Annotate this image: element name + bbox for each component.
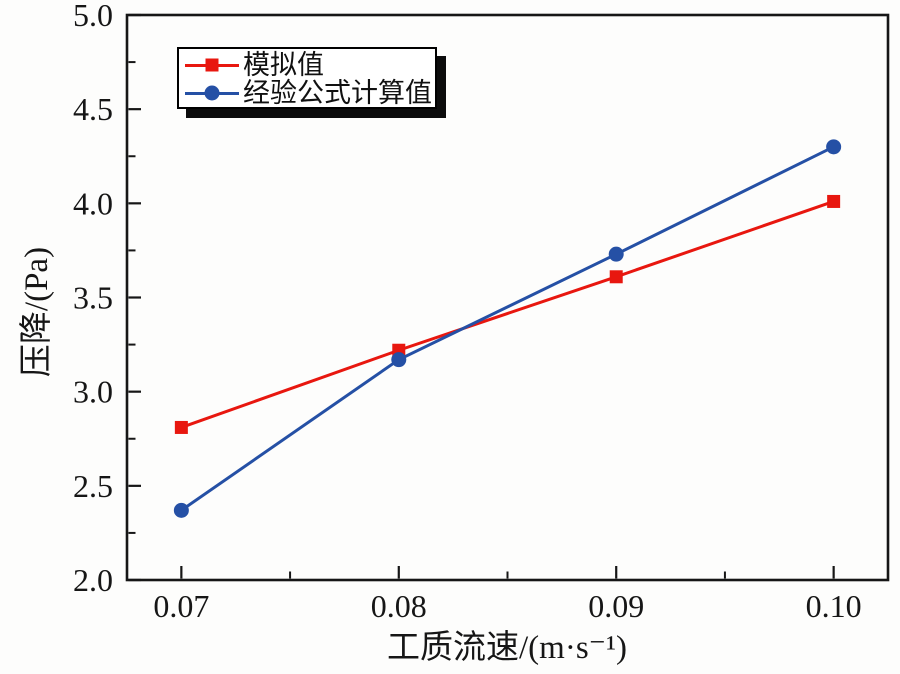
data-point-circle <box>173 502 189 518</box>
x-axis-title: 工质流速/(m·s⁻¹) <box>387 630 627 666</box>
x-tick-label: 0.10 <box>806 588 862 624</box>
data-point-circle <box>826 139 842 155</box>
plot-frame <box>125 13 890 582</box>
data-point-circle <box>608 246 624 262</box>
red-line-sample <box>185 58 239 72</box>
blue-circle-marker-icon <box>204 85 220 101</box>
legend-item-empirical: 经验公式计算值 <box>185 79 435 107</box>
y-tick-label: 2.0 <box>73 562 113 598</box>
data-point-square <box>609 270 623 284</box>
legend-item-simulated: 模拟值 <box>185 51 435 79</box>
y-tick-label: 3.0 <box>73 374 113 410</box>
x-tick-label: 0.07 <box>153 588 209 624</box>
y-tick-label: 4.0 <box>73 185 113 221</box>
x-tick-label: 0.09 <box>588 588 644 624</box>
series-line-1 <box>180 145 835 512</box>
y-tick-label: 5.0 <box>73 0 113 33</box>
x-tick-label: 0.08 <box>371 588 427 624</box>
blue-line-sample <box>185 85 239 101</box>
series-line-0 <box>180 200 835 429</box>
y-tick-label: 2.5 <box>73 468 113 504</box>
legend: 模拟值 经验公式计算值 <box>177 47 437 109</box>
y-axis-title: 压降/(Pa) <box>19 246 55 378</box>
legend-label-simulated: 模拟值 <box>243 49 324 80</box>
legend-label-empirical: 经验公式计算值 <box>243 77 432 108</box>
data-point-square <box>827 194 841 208</box>
y-tick-label: 4.5 <box>73 91 113 127</box>
red-square-marker-icon <box>205 58 219 72</box>
y-tick-label: 3.5 <box>73 280 113 316</box>
data-point-square <box>174 420 188 434</box>
data-point-circle <box>391 352 407 368</box>
